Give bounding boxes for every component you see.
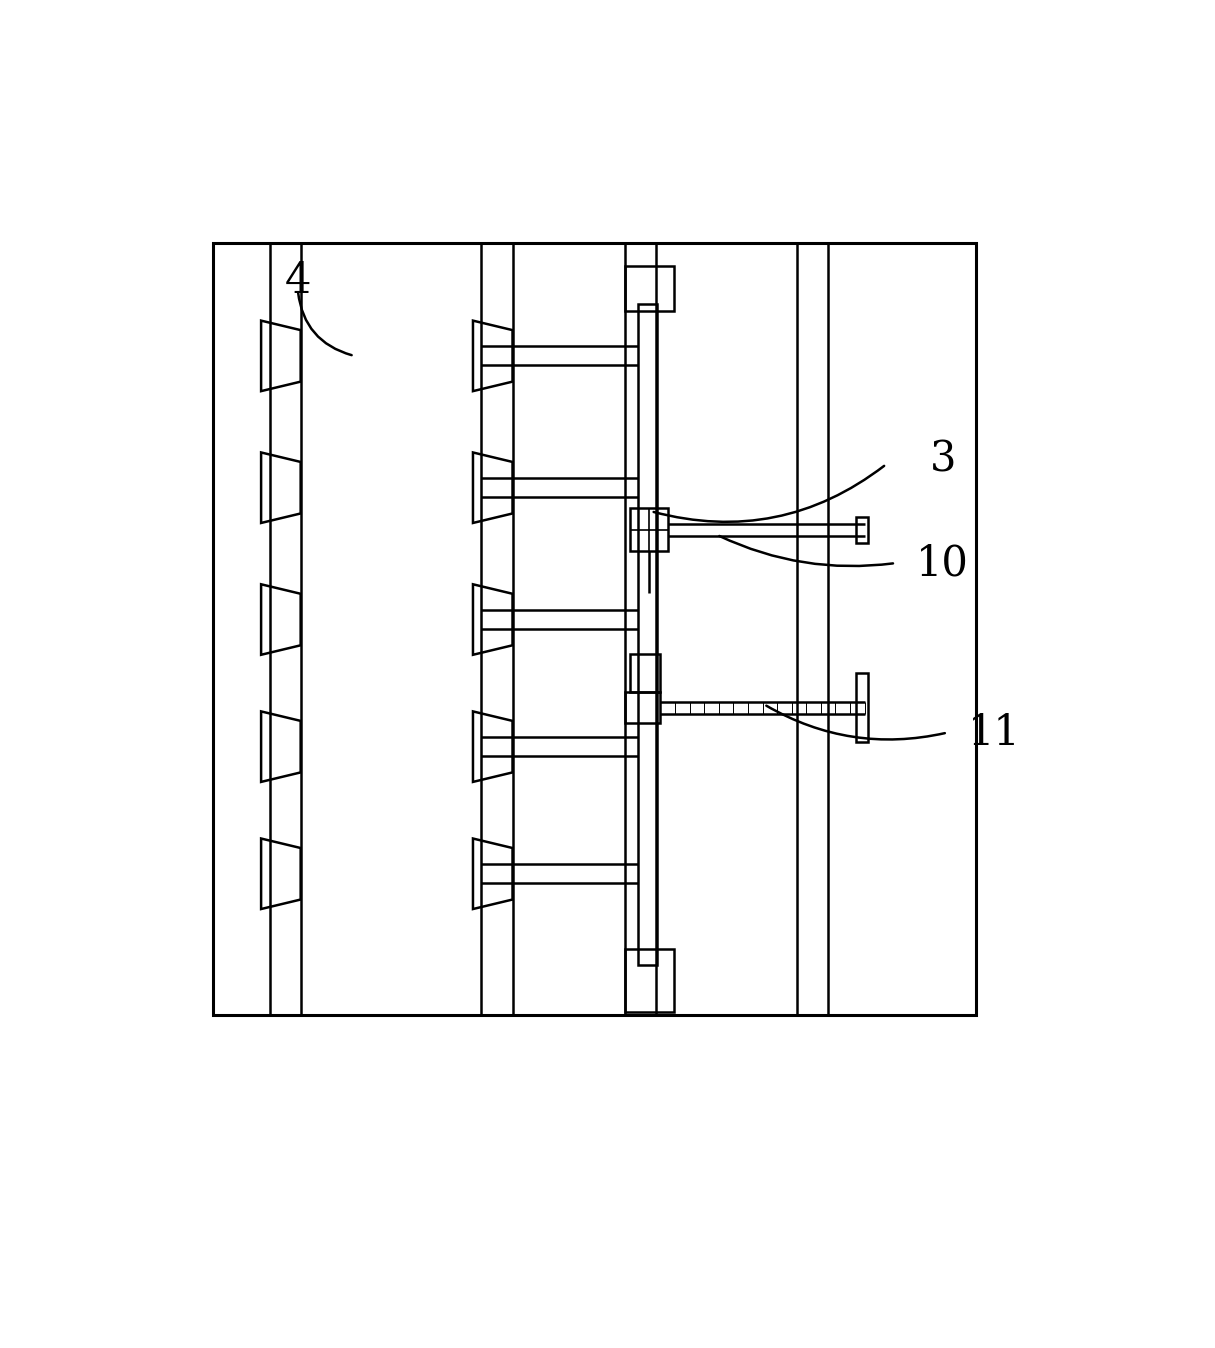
Bar bbox=[213, 243, 976, 1015]
Bar bbox=[625, 692, 661, 723]
Bar bbox=[638, 305, 656, 965]
Bar bbox=[857, 673, 868, 741]
Bar bbox=[625, 267, 673, 310]
Text: 4: 4 bbox=[284, 260, 311, 302]
Text: 11: 11 bbox=[968, 712, 1021, 754]
Bar bbox=[857, 516, 868, 543]
Bar bbox=[631, 508, 668, 551]
Bar bbox=[631, 654, 661, 692]
Text: 10: 10 bbox=[916, 542, 970, 584]
Text: 3: 3 bbox=[929, 438, 956, 480]
Bar bbox=[625, 949, 673, 1012]
